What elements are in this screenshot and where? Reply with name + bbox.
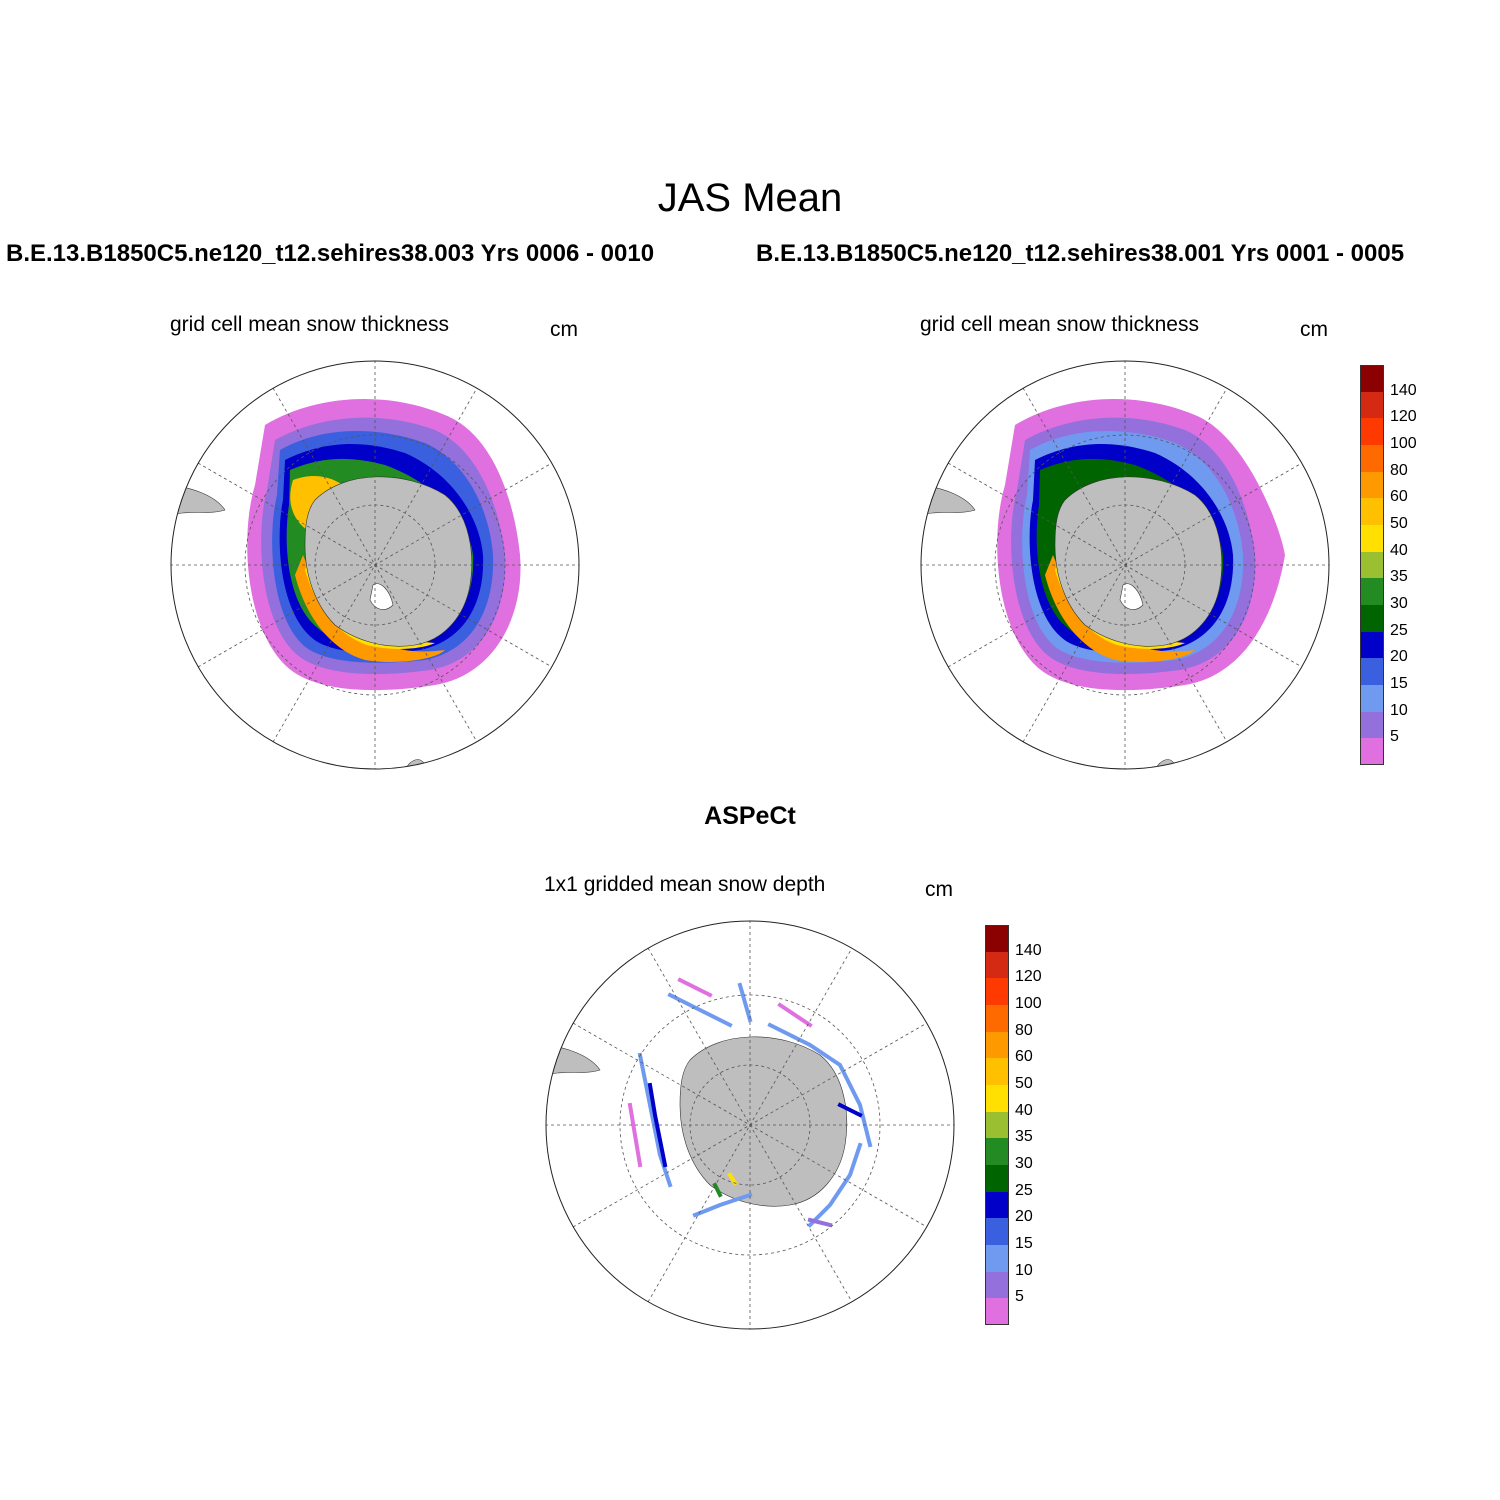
colorbar-top-tick-label: 120 <box>1390 408 1417 426</box>
panel1-subtitle: grid cell mean snow thickness <box>170 313 449 336</box>
colorbar-bottom-swatch <box>985 951 1009 979</box>
polar-map-1 <box>170 360 580 770</box>
panel1-units: cm <box>550 318 578 341</box>
map-panel-1 <box>170 360 580 770</box>
colorbar-bottom-tick-label: 20 <box>1015 1208 1033 1226</box>
colorbar-bottom-swatch <box>985 1271 1009 1299</box>
colorbar-top-swatch <box>1360 418 1384 445</box>
colorbar-top-swatch <box>1360 551 1384 579</box>
colorbar-bottom-tick-label: 140 <box>1015 941 1042 959</box>
polar-map-2 <box>920 360 1330 770</box>
map-panel-2 <box>920 360 1330 770</box>
panel3-subtitle: 1x1 gridded mean snow depth <box>544 873 826 896</box>
colorbar-bottom-swatch <box>985 1138 1009 1165</box>
colorbar-top-tick-label: 10 <box>1390 701 1408 719</box>
polar-map-3 <box>545 920 955 1330</box>
colorbar-bottom-swatch <box>985 1165 1009 1192</box>
colorbar-bottom-tick-label: 15 <box>1015 1235 1033 1252</box>
colorbar-bottom-tick-label: 40 <box>1015 1101 1033 1119</box>
colorbar-bottom-swatch <box>985 1218 1009 1245</box>
colorbar-top-swatch <box>1360 498 1384 525</box>
colorbar-bottom-swatch <box>985 1005 1009 1032</box>
colorbar-top-swatch <box>1360 471 1384 499</box>
map-panel-3 <box>545 920 955 1330</box>
colorbar-top-swatch <box>1360 445 1384 472</box>
colorbar-top-tick-label: 140 <box>1390 381 1417 399</box>
colorbar-top-tick-label: 30 <box>1390 595 1408 612</box>
case-label-right: B.E.13.B1850C5.ne120_t12.sehires38.001 Y… <box>756 240 1405 267</box>
colorbar-top-tick-label: 15 <box>1390 675 1408 692</box>
colorbar-bottom-tick-label: 5 <box>1015 1288 1024 1306</box>
colorbar-bottom-tick-label: 120 <box>1015 968 1042 986</box>
colorbar-bottom-swatch <box>985 925 1009 952</box>
colorbar-bottom-tick-label: 100 <box>1015 995 1042 1012</box>
colorbar-bottom-swatch <box>985 978 1009 1005</box>
colorbar-top-tick-label: 20 <box>1390 648 1408 666</box>
colorbar-top-tick-label: 100 <box>1390 435 1417 452</box>
colorbar-top-tick-label: 60 <box>1390 488 1408 506</box>
colorbar-top-swatch <box>1360 365 1384 392</box>
colorbar-top-swatch <box>1360 578 1384 605</box>
colorbar-bottom: 140 120 100 80 60 50 40 35 30 25 20 15 10 5 <box>985 925 1075 1325</box>
colorbar-top-swatch <box>1360 685 1384 712</box>
colorbar-top-swatch <box>1360 711 1384 739</box>
colorbar-bottom-swatch <box>985 1085 1009 1112</box>
colorbar-top-tick-label: 50 <box>1390 515 1408 532</box>
colorbar-top-swatch <box>1360 525 1384 552</box>
colorbar-bottom-tick-label: 50 <box>1015 1075 1033 1092</box>
case-label-left: B.E.13.B1850C5.ne120_t12.sehires38.003 Y… <box>6 240 655 267</box>
colorbar-bottom-swatch <box>985 1245 1009 1272</box>
colorbar-top-swatch <box>1360 605 1384 632</box>
colorbar-bottom-tick-label: 10 <box>1015 1261 1033 1279</box>
panel2-units: cm <box>1300 318 1328 341</box>
colorbar-bottom-swatch <box>985 1111 1009 1139</box>
colorbar-top-tick-label: 5 <box>1390 728 1399 746</box>
colorbar-top-tick-label: 40 <box>1390 541 1408 559</box>
panel2-subtitle: grid cell mean snow thickness <box>920 313 1199 336</box>
colorbar-bottom-swatch <box>985 1031 1009 1059</box>
colorbar-top-swatch <box>1360 658 1384 685</box>
colorbar-bottom-swatch <box>985 1298 1009 1325</box>
colorbar-top-swatch <box>1360 631 1384 659</box>
colorbar-bottom-tick-label: 25 <box>1015 1181 1033 1199</box>
colorbar-top: 140 120 100 80 60 50 40 35 30 25 20 15 10 5 <box>1360 365 1450 765</box>
colorbar-bottom-tick-label: 60 <box>1015 1048 1033 1066</box>
colorbar-top-swatch <box>1360 738 1384 765</box>
colorbar-bottom-tick-label: 30 <box>1015 1155 1033 1172</box>
colorbar-top-swatch <box>1360 391 1384 419</box>
figure-title: JAS Mean <box>657 176 843 220</box>
colorbar-top-tick-label: 25 <box>1390 621 1408 639</box>
colorbar-bottom-tick-label: 80 <box>1015 1021 1033 1039</box>
colorbar-bottom-swatch <box>985 1191 1009 1219</box>
panel3-units: cm <box>925 878 953 901</box>
colorbar-top-tick-label: 35 <box>1390 568 1408 586</box>
colorbar-bottom-swatch <box>985 1058 1009 1085</box>
colorbar-bottom-tick-label: 35 <box>1015 1128 1033 1146</box>
obs-title: ASPeCt <box>704 802 796 830</box>
colorbar-top-tick-label: 80 <box>1390 461 1408 479</box>
